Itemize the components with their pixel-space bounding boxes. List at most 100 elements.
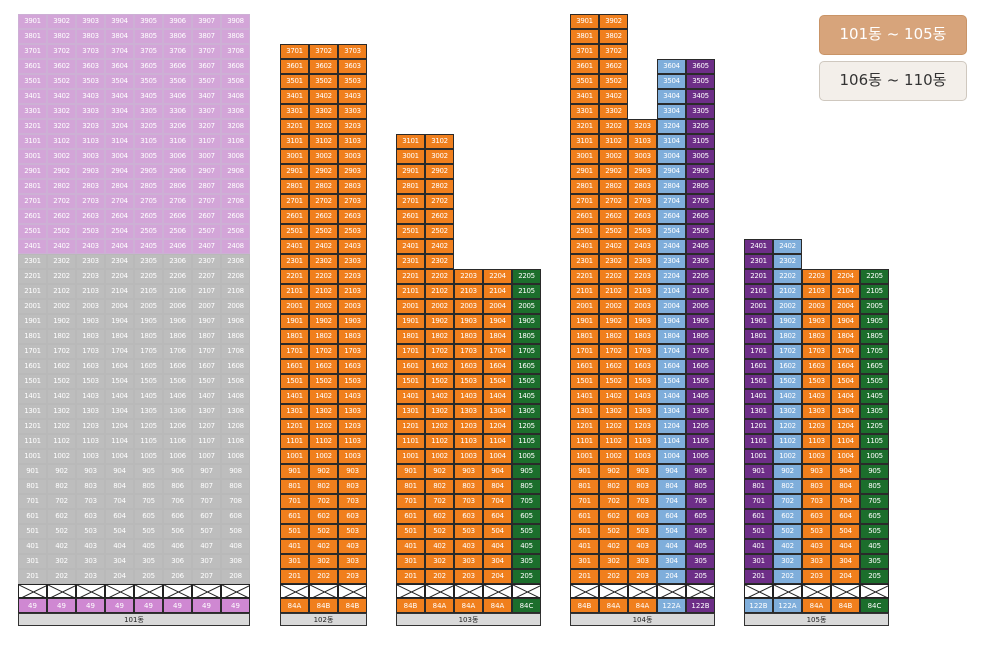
bldg-101-unit-cell[interactable]: 2405 — [134, 239, 163, 254]
bldg-104-unit-cell[interactable]: 602 — [599, 509, 628, 524]
bldg-102-unit-cell[interactable]: 1803 — [338, 329, 367, 344]
bldg-101-unit-cell[interactable]: 1904 — [105, 314, 134, 329]
bldg-104-unit-cell[interactable]: 204 — [657, 569, 686, 584]
bldg-104-unit-cell[interactable]: 3104 — [657, 134, 686, 149]
bldg-101-unit-cell[interactable]: 3305 — [134, 104, 163, 119]
bldg-104-unit-cell[interactable]: 301 — [570, 554, 599, 569]
bldg-101-unit-cell[interactable]: 1008 — [221, 449, 250, 464]
bldg-103-unit-cell[interactable]: 2801 — [396, 179, 425, 194]
bldg-104-unit-cell[interactable]: 2603 — [628, 209, 657, 224]
bldg-102-unit-cell[interactable]: 2601 — [280, 209, 309, 224]
bldg-101-unit-cell[interactable]: 305 — [134, 554, 163, 569]
bldg-105-unit-cell[interactable]: 1703 — [802, 344, 831, 359]
bldg-104-unit-cell[interactable]: 2703 — [628, 194, 657, 209]
bldg-101-unit-cell[interactable]: 508 — [221, 524, 250, 539]
bldg-101-unit-cell[interactable]: 1003 — [76, 449, 105, 464]
bldg-104-unit-cell[interactable]: 2904 — [657, 164, 686, 179]
bldg-102-unit-cell[interactable]: 1603 — [338, 359, 367, 374]
bldg-103-unit-cell[interactable]: 1304 — [483, 404, 512, 419]
bldg-103-unit-cell[interactable]: 1505 — [512, 374, 541, 389]
bldg-104-unit-cell[interactable]: 2602 — [599, 209, 628, 224]
bldg-101-unit-cell[interactable]: 604 — [105, 509, 134, 524]
bldg-105-unit-cell[interactable]: 2401 — [744, 239, 773, 254]
bldg-101-unit-cell[interactable]: 1102 — [47, 434, 76, 449]
bldg-102-unit-cell[interactable]: 501 — [280, 524, 309, 539]
legend-106-110-button[interactable]: 106동 ~ 110동 — [819, 61, 967, 101]
bldg-102-unit-cell[interactable]: 403 — [338, 539, 367, 554]
bldg-102-unit-cell[interactable]: 3703 — [338, 44, 367, 59]
bldg-101-unit-cell[interactable]: 908 — [221, 464, 250, 479]
bldg-101-unit-cell[interactable]: 1501 — [18, 374, 47, 389]
bldg-105-unit-cell[interactable]: 1105 — [860, 434, 889, 449]
bldg-103-unit-cell[interactable]: 904 — [483, 464, 512, 479]
bldg-104-unit-cell[interactable]: 1203 — [628, 419, 657, 434]
bldg-101-unit-cell[interactable]: 1207 — [192, 419, 221, 434]
bldg-102-unit-cell[interactable]: 1102 — [309, 434, 338, 449]
bldg-101-unit-cell[interactable]: 2501 — [18, 224, 47, 239]
bldg-101-unit-cell[interactable]: 3101 — [18, 134, 47, 149]
bldg-101-unit-cell[interactable]: 3306 — [163, 104, 192, 119]
bldg-105-unit-cell[interactable]: 1203 — [802, 419, 831, 434]
bldg-101-unit-cell[interactable]: 2002 — [47, 299, 76, 314]
bldg-101-unit-cell[interactable]: 3902 — [47, 14, 76, 29]
bldg-105-unit-cell[interactable]: 2302 — [773, 254, 802, 269]
bldg-101-unit-cell[interactable]: 3908 — [221, 14, 250, 29]
bldg-105-unit-cell[interactable]: 1901 — [744, 314, 773, 329]
bldg-102-unit-cell[interactable]: 2701 — [280, 194, 309, 209]
bldg-103-unit-cell[interactable]: 704 — [483, 494, 512, 509]
bldg-105-unit-cell[interactable]: 705 — [860, 494, 889, 509]
bldg-101-unit-cell[interactable]: 2208 — [221, 269, 250, 284]
bldg-102-unit-cell[interactable]: 1301 — [280, 404, 309, 419]
bldg-104-unit-cell[interactable]: 1705 — [686, 344, 715, 359]
bldg-101-unit-cell[interactable]: 1704 — [105, 344, 134, 359]
bldg-101-unit-cell[interactable]: 205 — [134, 569, 163, 584]
bldg-103-unit-cell[interactable]: 1405 — [512, 389, 541, 404]
bldg-101-unit-cell[interactable]: 2806 — [163, 179, 192, 194]
bldg-101-unit-cell[interactable]: 3202 — [47, 119, 76, 134]
bldg-103-unit-cell[interactable]: 1001 — [396, 449, 425, 464]
bldg-104-unit-cell[interactable]: 3701 — [570, 44, 599, 59]
bldg-101-unit-cell[interactable]: 3706 — [163, 44, 192, 59]
bldg-103-unit-cell[interactable]: 1105 — [512, 434, 541, 449]
bldg-101-unit-cell[interactable]: 2704 — [105, 194, 134, 209]
bldg-101-unit-cell[interactable]: 1407 — [192, 389, 221, 404]
bldg-102-unit-cell[interactable]: 2002 — [309, 299, 338, 314]
bldg-101-unit-cell[interactable]: 207 — [192, 569, 221, 584]
bldg-104-unit-cell[interactable]: 1503 — [628, 374, 657, 389]
bldg-101-unit-cell[interactable]: 2702 — [47, 194, 76, 209]
bldg-101-unit-cell[interactable]: 1204 — [105, 419, 134, 434]
bldg-102-unit-cell[interactable]: 2201 — [280, 269, 309, 284]
bldg-103-unit-cell[interactable]: 2005 — [512, 299, 541, 314]
bldg-103-unit-cell[interactable]: 801 — [396, 479, 425, 494]
bldg-103-unit-cell[interactable]: 1002 — [425, 449, 454, 464]
bldg-101-unit-cell[interactable]: 903 — [76, 464, 105, 479]
bldg-101-unit-cell[interactable]: 1901 — [18, 314, 47, 329]
bldg-101-unit-cell[interactable]: 3408 — [221, 89, 250, 104]
bldg-101-unit-cell[interactable]: 2706 — [163, 194, 192, 209]
bldg-101-unit-cell[interactable]: 2303 — [76, 254, 105, 269]
bldg-101-unit-cell[interactable]: 2102 — [47, 284, 76, 299]
bldg-103-unit-cell[interactable]: 1401 — [396, 389, 425, 404]
bldg-105-unit-cell[interactable]: 605 — [860, 509, 889, 524]
bldg-101-unit-cell[interactable]: 2401 — [18, 239, 47, 254]
bldg-105-unit-cell[interactable]: 1705 — [860, 344, 889, 359]
bldg-101-unit-cell[interactable]: 2902 — [47, 164, 76, 179]
bldg-101-unit-cell[interactable]: 1002 — [47, 449, 76, 464]
bldg-104-unit-cell[interactable]: 2301 — [570, 254, 599, 269]
bldg-103-unit-cell[interactable]: 2002 — [425, 299, 454, 314]
bldg-101-unit-cell[interactable]: 3704 — [105, 44, 134, 59]
bldg-103-unit-cell[interactable]: 1804 — [483, 329, 512, 344]
bldg-105-unit-cell[interactable]: 2205 — [860, 269, 889, 284]
bldg-105-unit-cell[interactable]: 1201 — [744, 419, 773, 434]
bldg-101-unit-cell[interactable]: 3106 — [163, 134, 192, 149]
bldg-104-unit-cell[interactable]: 2502 — [599, 224, 628, 239]
bldg-104-unit-cell[interactable]: 2105 — [686, 284, 715, 299]
bldg-103-unit-cell[interactable]: 2004 — [483, 299, 512, 314]
bldg-101-unit-cell[interactable]: 2802 — [47, 179, 76, 194]
bldg-101-unit-cell[interactable]: 906 — [163, 464, 192, 479]
bldg-105-unit-cell[interactable]: 1303 — [802, 404, 831, 419]
bldg-102-unit-cell[interactable]: 301 — [280, 554, 309, 569]
bldg-101-unit-cell[interactable]: 3007 — [192, 149, 221, 164]
bldg-104-unit-cell[interactable]: 404 — [657, 539, 686, 554]
bldg-104-unit-cell[interactable]: 3901 — [570, 14, 599, 29]
